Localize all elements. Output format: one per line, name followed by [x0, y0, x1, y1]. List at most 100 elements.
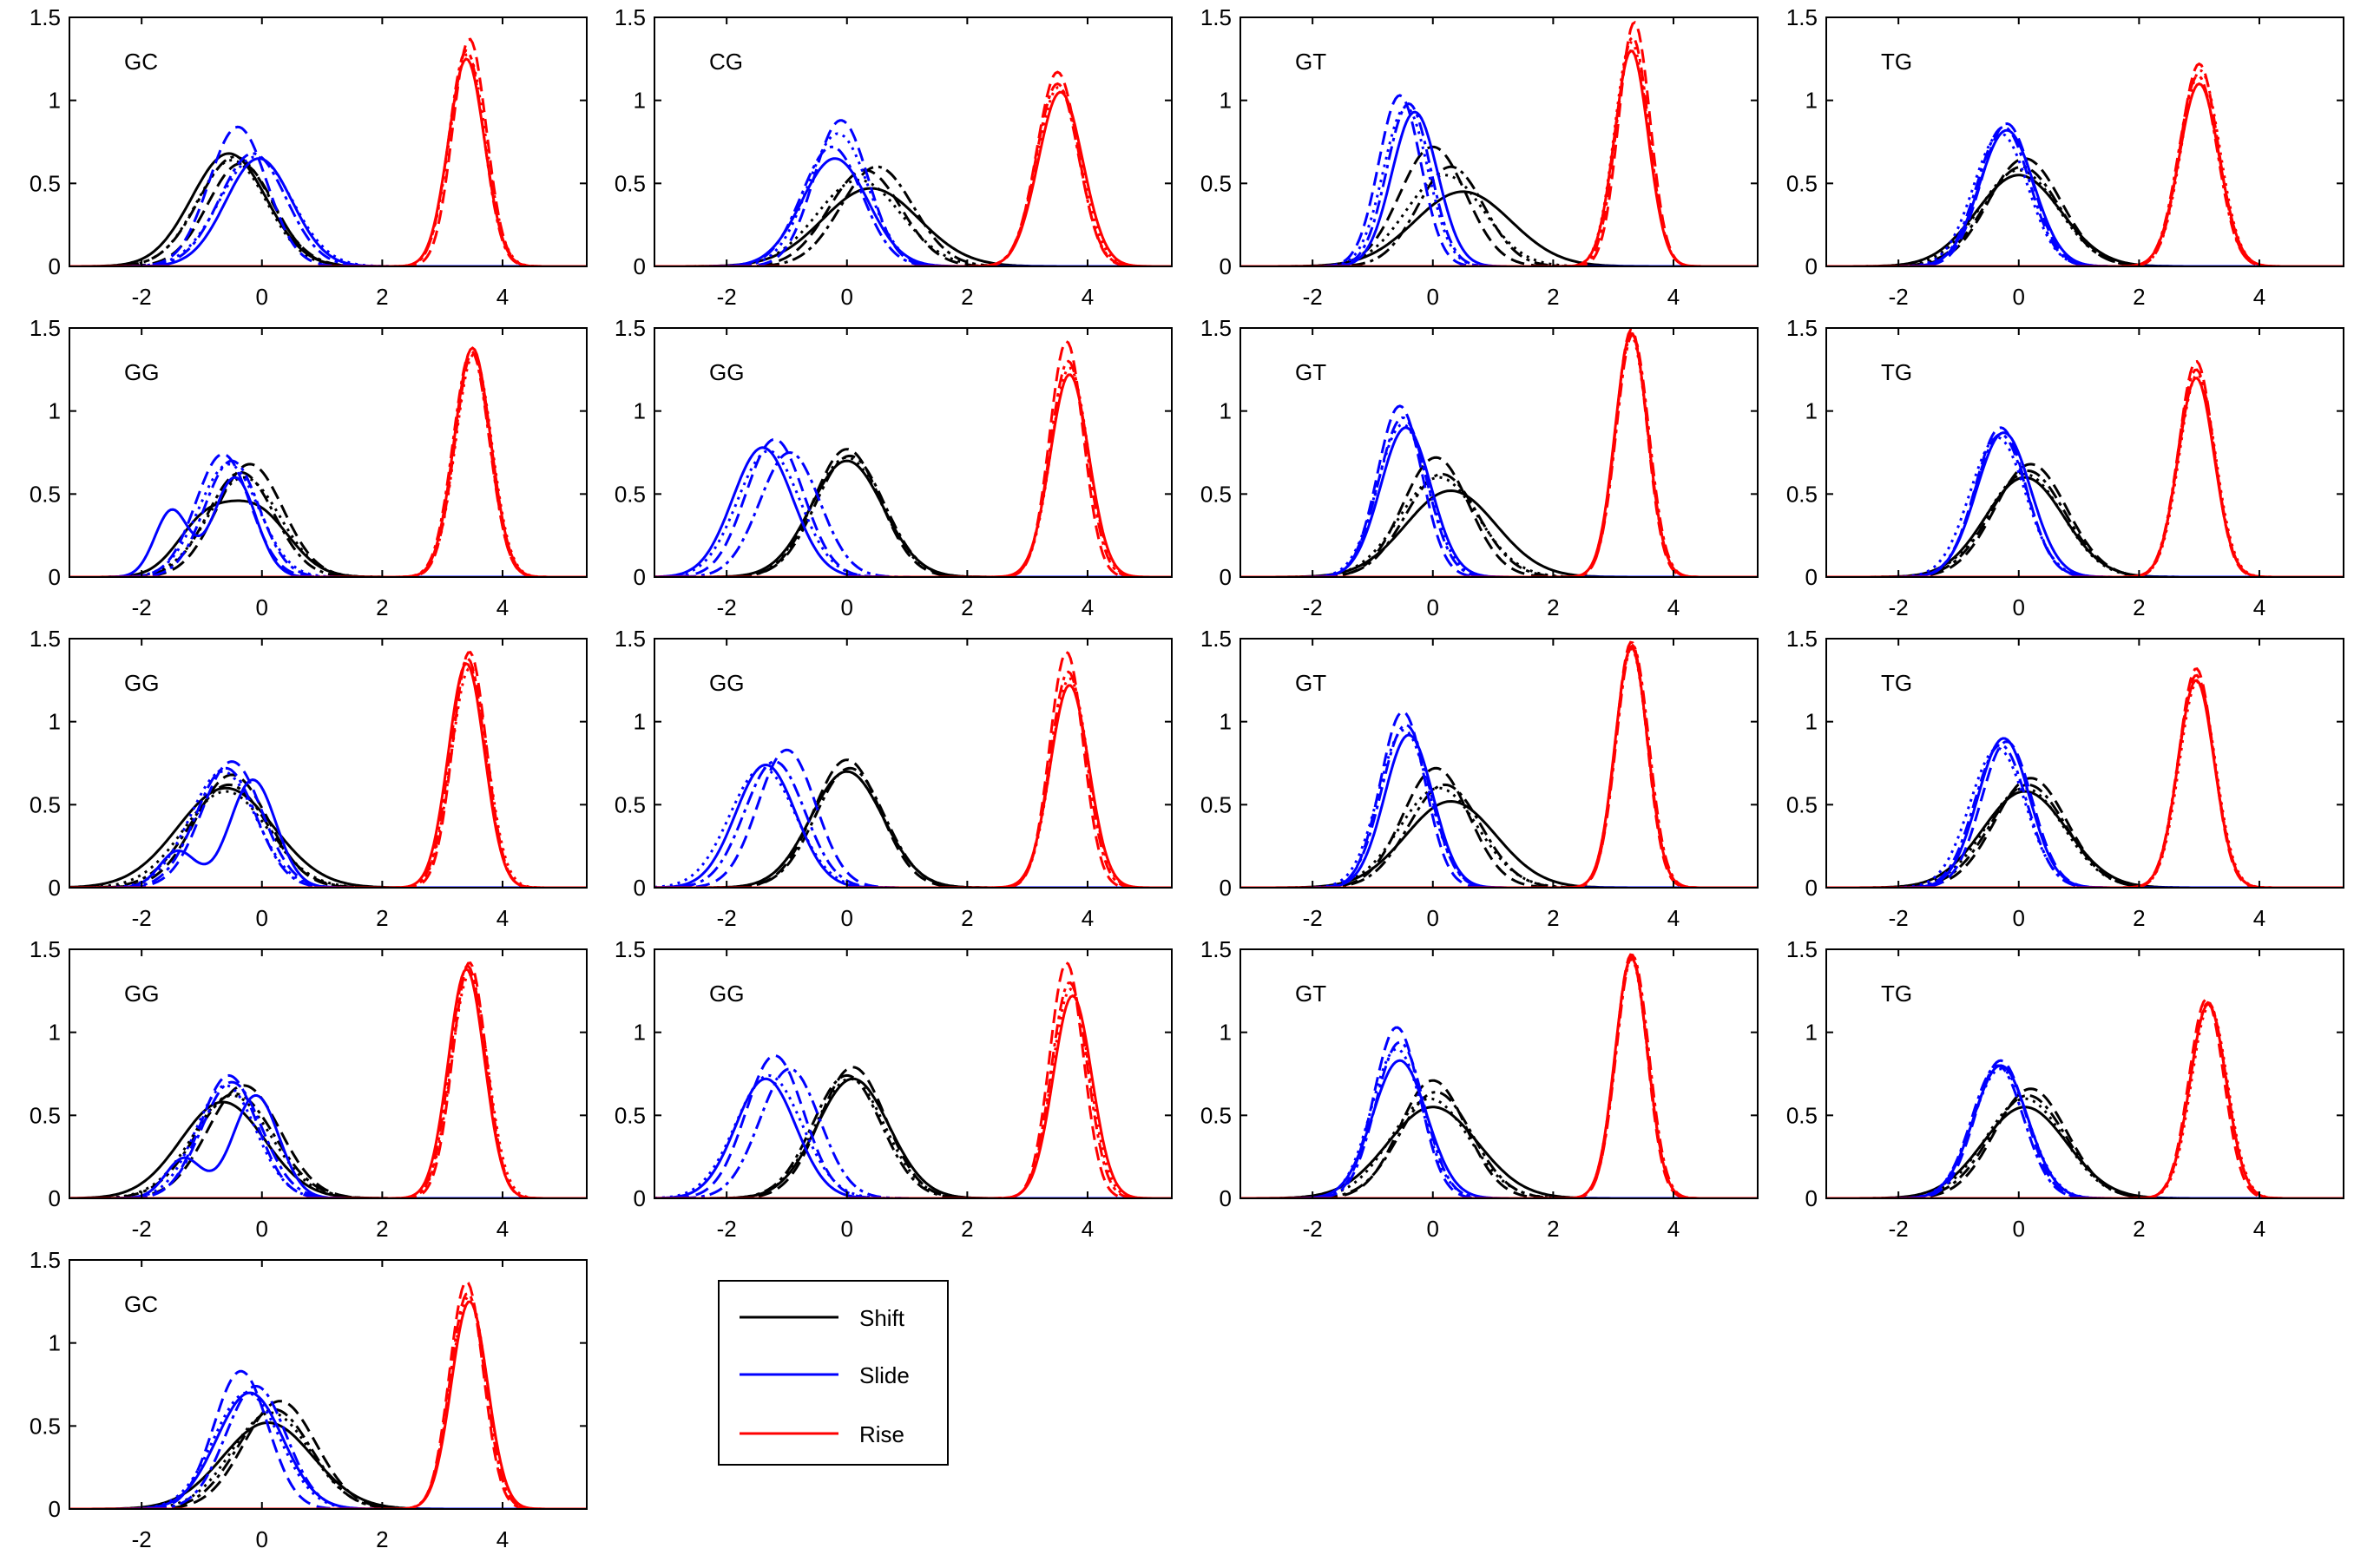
- y-tick-label: 1: [1805, 1020, 1818, 1046]
- y-tick-label: 1.5: [615, 626, 646, 652]
- x-tick-label: 4: [496, 284, 509, 310]
- curves: [1826, 667, 2344, 888]
- panel-label: GG: [709, 359, 744, 385]
- panel-7: -2 0 2 4 0 0.5 1 1.5 GT: [1200, 315, 1759, 620]
- series-rise-dotted: [1826, 69, 2344, 266]
- series-rise-solid: [69, 1300, 587, 1509]
- axes-box: [654, 638, 1173, 889]
- y-tick-label: 1: [634, 1020, 646, 1046]
- y-tick-label: 0.5: [1786, 481, 1818, 507]
- y-tick-label: 1: [49, 709, 61, 735]
- x-tick-label: 0: [1427, 284, 1439, 310]
- series-rise-dashdot: [69, 1291, 587, 1509]
- y-tick-label: 1.5: [1200, 936, 1232, 962]
- series-shift-dashed: [1240, 145, 1758, 266]
- series-slide-dotted: [1826, 132, 2344, 266]
- series-shift-solid: [1240, 190, 1758, 266]
- series-rise-solid: [69, 57, 587, 266]
- axes-box: [1239, 948, 1759, 1199]
- axes-box: [654, 16, 1173, 267]
- series-slide-dashed: [654, 1053, 1172, 1198]
- x-tick-label: 2: [961, 284, 973, 310]
- y-tick-label: 0.5: [1200, 791, 1232, 817]
- x-tick-label: 0: [256, 1526, 268, 1552]
- y-tick-label: 1: [1805, 709, 1818, 735]
- y-tick-label: 0: [634, 875, 646, 901]
- series-slide-solid: [654, 446, 1172, 577]
- series-rise-dashdot: [69, 350, 587, 577]
- x-tick-label: 2: [1547, 284, 1559, 310]
- panel-2: -2 0 2 4 0 0.5 1 1.5 CG: [615, 4, 1173, 310]
- series-rise-dashdot: [1240, 35, 1758, 266]
- axes-box: [69, 638, 588, 889]
- series-rise-dashed: [1826, 62, 2344, 266]
- series-shift-dotted: [69, 476, 587, 577]
- y-tick-label: 0: [1805, 253, 1818, 279]
- panel-label: GG: [709, 670, 744, 696]
- y-tick-label: 1: [634, 709, 646, 735]
- axes-box: [1239, 638, 1759, 889]
- x-tick-label: 4: [496, 1216, 509, 1242]
- series-shift-dashed: [1826, 157, 2344, 266]
- series-slide-dotted: [69, 463, 587, 577]
- axes-box: [1239, 16, 1759, 267]
- x-tick-label: 2: [2133, 594, 2145, 620]
- curves: [1826, 62, 2344, 266]
- series-rise-dashed: [69, 37, 587, 266]
- series-shift-dashed: [1826, 1087, 2344, 1198]
- y-tick-label: 1.5: [30, 1247, 61, 1273]
- series-shift-dashed: [69, 463, 587, 577]
- series-shift-solid: [69, 786, 587, 888]
- x-tick-label: -2: [1303, 284, 1323, 310]
- x-tick-label: 2: [376, 1216, 388, 1242]
- series-slide-solid: [1240, 1059, 1758, 1198]
- series-slide-solid: [654, 763, 1172, 888]
- y-tick-label: 0.5: [1200, 1102, 1232, 1128]
- x-tick-label: 2: [1547, 1216, 1559, 1242]
- legend-label-rise: Rise: [859, 1421, 904, 1447]
- series-rise-dashed: [1826, 997, 2344, 1198]
- series-slide-dashdot: [1240, 416, 1758, 577]
- series-slide-dotted: [69, 1391, 587, 1509]
- series-shift-dashed: [1240, 1079, 1758, 1198]
- x-tick-label: -2: [1889, 284, 1909, 310]
- y-tick-label: 1: [1220, 88, 1232, 114]
- series-slide-dashdot: [1240, 1040, 1758, 1198]
- x-tick-label: 0: [1427, 594, 1439, 620]
- series-shift-dashdot: [1826, 1093, 2344, 1198]
- x-tick-label: -2: [717, 905, 737, 931]
- series-shift-solid: [1240, 1105, 1758, 1198]
- series-rise-dashdot: [1240, 643, 1758, 888]
- series-rise-solid: [69, 662, 587, 888]
- axes-box: [1239, 327, 1759, 578]
- series-shift-dotted: [1826, 472, 2344, 577]
- panel-label: GG: [124, 359, 159, 385]
- x-tick-label: -2: [717, 594, 737, 620]
- series-rise-dashed: [1240, 328, 1758, 577]
- series-rise-dotted: [1826, 1004, 2344, 1198]
- y-tick-label: 1.5: [1786, 4, 1818, 30]
- series-shift-dotted: [654, 770, 1172, 888]
- x-tick-label: 2: [2133, 1216, 2145, 1242]
- series-shift-dotted: [654, 178, 1172, 266]
- series-rise-dashdot: [1826, 74, 2344, 266]
- series-rise-dashed: [654, 961, 1172, 1198]
- panel-4: -2 0 2 4 0 0.5 1 1.5 TG: [1786, 4, 2344, 310]
- y-tick-label: 1: [1805, 398, 1818, 424]
- y-tick-label: 0.5: [1786, 170, 1818, 196]
- series-slide-solid: [1826, 1064, 2344, 1198]
- series-slide-dashed: [69, 125, 587, 266]
- series-slide-dashdot: [654, 760, 1172, 888]
- x-tick-label: 2: [1547, 594, 1559, 620]
- axes-box: [69, 327, 588, 578]
- y-tick-label: 0.5: [615, 170, 646, 196]
- series-shift-dashdot: [1240, 472, 1758, 577]
- series-shift-solid: [1826, 476, 2344, 577]
- y-tick-label: 1.5: [615, 315, 646, 341]
- y-tick-label: 0.5: [1200, 170, 1232, 196]
- y-tick-label: 1: [634, 398, 646, 424]
- panel-6: -2 0 2 4 0 0.5 1 1.5 GG: [615, 315, 1173, 620]
- y-tick-label: 0: [634, 253, 646, 279]
- y-tick-label: 1.5: [615, 4, 646, 30]
- series-shift-solid: [69, 499, 587, 577]
